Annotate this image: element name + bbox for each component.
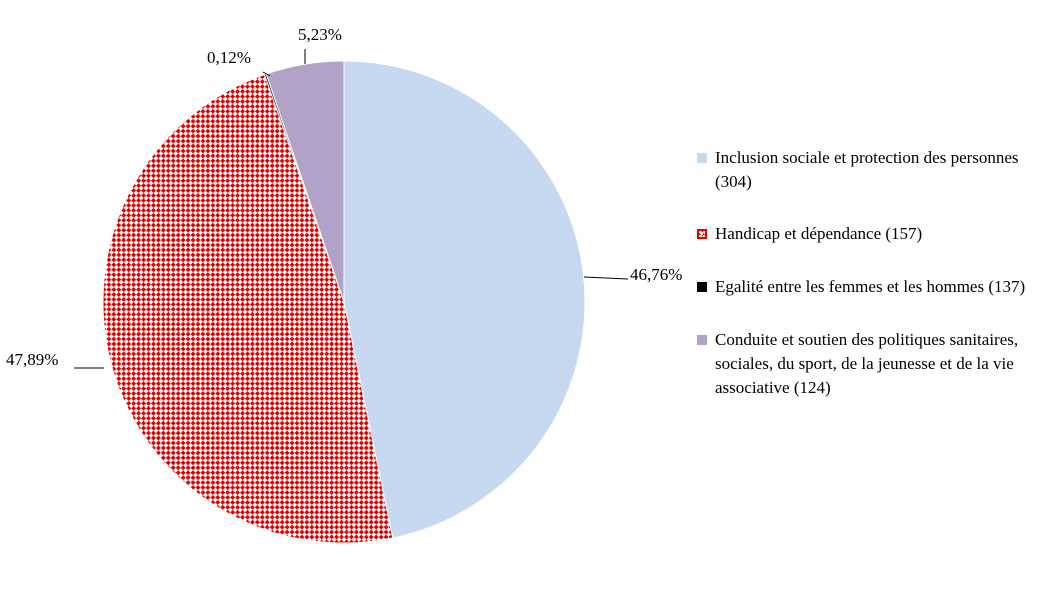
legend-item: Conduite et soutien des politiques sanit… (697, 328, 1037, 400)
data-label: 0,12% (207, 48, 251, 67)
legend-label: Egalité entre les femmes et les hommes (… (715, 277, 1026, 296)
legend-item: Inclusion sociale et protection des pers… (697, 146, 1037, 194)
legend-item: Handicap et dépendance (157) (697, 222, 1037, 246)
data-labels: 46,76% 47,89% 0,12% 5,23% (6, 25, 682, 369)
leader-line (262, 71, 271, 77)
data-label: 47,89% (6, 350, 58, 369)
legend-label: Handicap et dépendance (157) (715, 224, 923, 243)
pie-slices (102, 60, 586, 544)
leader-lines (74, 49, 629, 369)
pie-slice (343, 60, 586, 539)
leader-line (583, 276, 629, 280)
legend-swatch (697, 282, 707, 292)
legend-label: Inclusion sociale et protection des pers… (715, 148, 1019, 191)
legend-swatch (697, 229, 707, 239)
legend-label: Conduite et soutien des politiques sanit… (715, 330, 1019, 397)
legend: Inclusion sociale et protection des pers… (697, 146, 1037, 426)
data-label: 46,76% (630, 265, 682, 284)
legend-item: Egalité entre les femmes et les hommes (… (697, 275, 1037, 299)
pie-slice (102, 73, 394, 544)
data-label: 5,23% (298, 25, 342, 44)
legend-swatch (697, 335, 707, 345)
legend-swatch (697, 153, 707, 163)
